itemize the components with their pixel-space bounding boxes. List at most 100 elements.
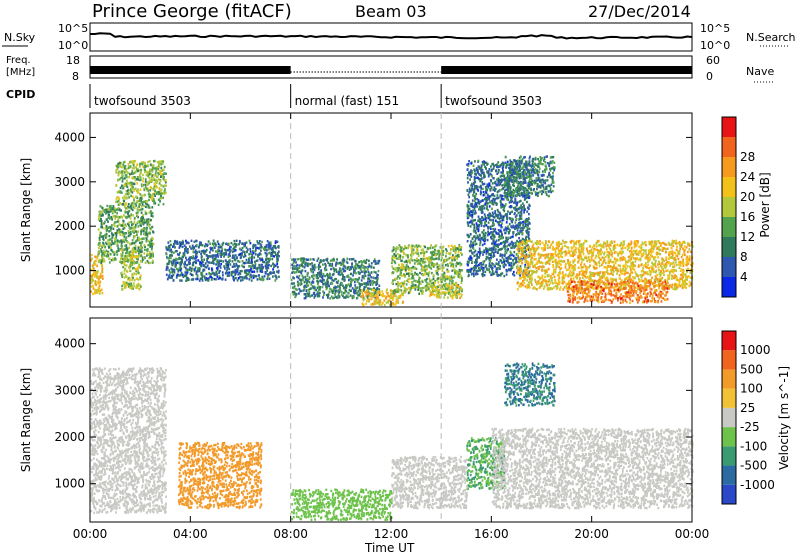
heatmap-cell [132,287,134,290]
heatmap-cell [258,263,261,267]
heatmap-cell [272,268,274,271]
heatmap-cell [484,217,487,221]
heatmap-cell [161,162,164,166]
heatmap-cell [207,279,209,282]
heatmap-cell [475,231,477,235]
heatmap-cell [422,290,425,293]
heatmap-cell [137,271,140,274]
heatmap-cell [94,263,97,266]
heatmap-cell [400,282,403,285]
heatmap-cell [125,216,128,219]
heatmap-cell [270,264,272,268]
heatmap-cell [498,233,501,236]
heatmap-cell [459,261,461,265]
heatmap-cell [241,264,243,267]
heatmap-cell [467,212,469,216]
heatmap-cell [124,281,127,285]
heatmap-cell [140,238,142,241]
heatmap-cell [229,251,231,254]
heatmap-cell [389,303,391,306]
heatmap-cell [210,254,213,258]
heatmap-cell [101,256,104,259]
heatmap-cell [473,254,476,258]
heatmap-cell [258,240,261,243]
heatmap-cell [361,270,363,273]
heatmap-cell [494,180,497,184]
heatmap-cell [201,255,203,258]
heatmap-cell [527,244,529,247]
heatmap-cell [342,262,344,265]
heatmap-cell [263,247,265,251]
heatmap-cell [168,269,171,272]
heatmap-cell [133,166,136,170]
heatmap-cell [345,286,348,289]
heatmap-cell [514,194,517,197]
heatmap-cell [417,286,420,289]
heatmap-cell [439,267,441,270]
heatmap-cell [322,259,325,262]
heatmap-cell [324,274,326,278]
heatmap-cell [496,178,498,181]
heatmap-cell [321,274,324,278]
heatmap-cell [226,268,229,271]
heatmap-cell [369,287,372,291]
heatmap-cell [186,263,188,267]
heatmap-cell [510,179,513,182]
heatmap-cell [470,243,472,246]
heatmap-cell [206,277,209,281]
power-heatmap [90,155,694,307]
heatmap-cell [272,271,275,274]
heatmap-cell [482,236,484,239]
heatmap-cell [528,195,531,198]
heatmap-cell [524,165,527,169]
heatmap-cell [313,268,316,272]
heatmap-cell [99,272,102,276]
heatmap-cell [276,257,278,260]
heatmap-cell [435,293,438,296]
heatmap-cell [125,175,128,179]
heatmap-cell [126,185,129,188]
heatmap-cell [149,196,152,199]
heatmap-cell [275,246,277,250]
heatmap-cell [135,165,138,169]
heatmap-cell [394,267,397,270]
heatmap-cell [502,264,505,267]
heatmap-cell [398,288,401,291]
heatmap-cell [113,253,116,256]
heatmap-cell [142,177,145,180]
heatmap-cell [435,295,438,299]
heatmap-cell [300,263,303,266]
heatmap-cell [193,246,195,249]
heatmap-cell [506,160,509,163]
heatmap-cell [396,252,399,256]
heatmap-cell [94,288,96,292]
heatmap-cell [443,278,445,281]
heatmap-cell [466,163,469,166]
heatmap-cell [494,164,497,167]
heatmap-cell [456,286,459,289]
heatmap-cell [305,289,308,292]
heatmap-cell [313,286,316,290]
heatmap-cell [402,265,405,269]
heatmap-cell [192,278,194,281]
heatmap-cell [227,263,229,266]
heatmap-cell [98,244,101,248]
heatmap-cell [97,277,100,280]
heatmap-cell [100,259,103,263]
heatmap-cell [309,268,312,271]
heatmap-cell [369,283,372,286]
heatmap-cell [220,250,223,253]
heatmap-cell [376,286,379,290]
heatmap-cell [227,265,230,269]
heatmap-cell [496,258,498,261]
heatmap-cell [308,291,311,294]
heatmap-cell [391,261,393,265]
heatmap-cell [466,168,469,171]
heatmap-cell [305,264,307,267]
heatmap-cell [146,254,148,257]
heatmap-cell [311,269,313,273]
heatmap-cell [176,261,179,264]
heatmap-cell [368,298,370,301]
heatmap-cell [318,291,321,295]
heatmap-cell [527,248,529,252]
